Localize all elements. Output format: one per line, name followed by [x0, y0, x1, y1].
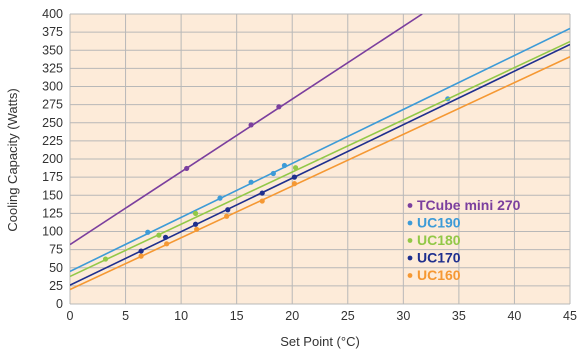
data-point	[281, 162, 288, 169]
legend-label: UC170	[417, 250, 461, 266]
legend-label: UC190	[417, 215, 461, 231]
data-point	[102, 256, 109, 262]
data-point	[194, 226, 200, 232]
y-tick-label: 75	[49, 243, 63, 257]
x-axis-title: Set Point (°C)	[280, 334, 360, 349]
data-point	[162, 234, 169, 240]
y-tick-label: 0	[56, 297, 63, 311]
x-tick-label: 20	[285, 309, 299, 323]
y-tick-label: 350	[42, 43, 63, 57]
series-uc160	[70, 56, 570, 291]
series-line	[70, 27, 570, 273]
y-tick-label: 200	[42, 152, 63, 166]
data-point	[192, 210, 199, 216]
x-tick-label: 5	[122, 309, 129, 323]
x-tick-label: 40	[507, 309, 521, 323]
legend-label: TCube mini 270	[417, 197, 521, 213]
x-tick-label: 25	[341, 309, 355, 323]
series-line	[70, 56, 570, 291]
data-point	[192, 221, 199, 227]
y-tick-label: 225	[42, 134, 63, 148]
legend-label: UC180	[417, 232, 461, 248]
y-axis-title: Cooling Capacity (Watts)	[5, 88, 20, 231]
legend-marker	[407, 255, 413, 261]
y-tick-label: 125	[42, 206, 63, 220]
y-axis-ticks: 0 25 50 75 100 125 150 175 200 225 250 275 300 325 350…	[42, 7, 63, 311]
series-line	[70, 14, 423, 246]
data-point	[145, 229, 151, 235]
data-point	[248, 179, 254, 185]
data-point	[156, 232, 162, 238]
legend-marker	[407, 273, 413, 278]
x-tick-label: 45	[563, 309, 577, 323]
legend-marker	[407, 203, 413, 208]
series-uc180	[70, 40, 570, 278]
y-tick-label: 400	[42, 7, 63, 21]
data-point	[217, 195, 223, 201]
data-point	[291, 174, 298, 180]
data-point	[138, 253, 144, 259]
x-axis-ticks: 0 5 10 15 20 25 30 35 40 45	[67, 309, 577, 323]
data-point	[292, 165, 299, 171]
x-tick-label: 0	[67, 309, 74, 323]
y-tick-label: 50	[49, 261, 63, 275]
legend-label: UC160	[417, 267, 461, 283]
y-tick-label: 375	[42, 25, 63, 39]
data-point	[164, 241, 170, 247]
series-uc190	[70, 27, 570, 273]
x-tick-label: 10	[174, 309, 188, 323]
data-point	[225, 207, 231, 213]
y-tick-label: 150	[42, 188, 63, 202]
y-tick-label: 325	[42, 61, 63, 75]
data-point	[270, 170, 276, 177]
y-tick-label: 275	[42, 98, 63, 112]
data-point	[259, 198, 265, 204]
series-line	[70, 43, 570, 286]
y-tick-label: 25	[49, 279, 63, 293]
data-point	[184, 165, 190, 172]
data-point	[259, 190, 265, 196]
series-layer	[70, 14, 570, 291]
y-tick-label: 175	[42, 170, 63, 184]
y-tick-label: 250	[42, 116, 63, 130]
series-line	[70, 40, 570, 278]
data-point	[138, 248, 144, 254]
y-tick-label: 100	[42, 225, 63, 239]
data-point	[276, 104, 282, 110]
legend-marker	[407, 220, 413, 226]
y-tick-label: 300	[42, 80, 63, 94]
series-tcube-mini-270	[70, 14, 423, 246]
x-tick-label: 15	[230, 309, 244, 323]
legend-marker	[407, 238, 413, 243]
x-tick-label: 35	[452, 309, 466, 323]
data-point	[291, 181, 298, 187]
gridlines	[69, 13, 571, 305]
data-point	[224, 213, 230, 219]
x-tick-label: 30	[396, 309, 410, 323]
data-point	[248, 122, 254, 128]
series-uc170	[70, 43, 570, 286]
